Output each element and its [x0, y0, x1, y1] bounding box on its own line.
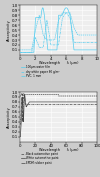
- X-axis label: Wavelength      λ (μm): Wavelength λ (μm): [39, 61, 78, 65]
- X-axis label: Wavelength      λ (μm): Wavelength λ (μm): [39, 148, 78, 152]
- Y-axis label: Absorptivity: Absorptivity: [7, 19, 11, 41]
- Legend: 100μm water film, dry white paper 80 g/m², PVC, 1 mm: 100μm water film, dry white paper 80 g/m…: [20, 64, 61, 79]
- Y-axis label: Absorptivity: Absorptivity: [7, 106, 11, 128]
- Legend: Black automotive paint, White automotive paint, EPDM rubber paint: Black automotive paint, White automotive…: [20, 151, 60, 166]
